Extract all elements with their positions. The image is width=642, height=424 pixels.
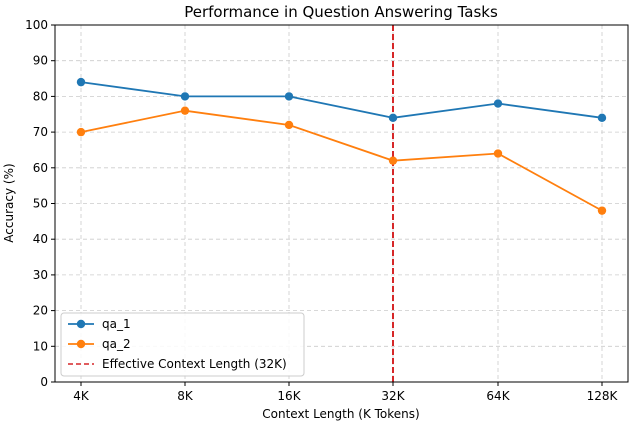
series-line-qa_1 (80, 81, 603, 119)
series-line-qa_2 (80, 109, 603, 212)
y-axis-label: Accuracy (%) (2, 163, 16, 242)
y-axis: 0 10 20 30 40 50 60 70 80 90 100 (25, 18, 55, 389)
y-tick-label: 90 (33, 54, 48, 68)
legend: qa_1 qa_2 Effective Context Length (32K) (60, 312, 305, 377)
legend-label: qa_1 (102, 317, 131, 331)
legend-label: qa_2 (102, 337, 131, 351)
x-axis-label: Context Length (K Tokens) (262, 407, 419, 421)
data-point-qa_1 (597, 113, 607, 123)
x-tick-label: 4K (73, 389, 90, 403)
legend-marker (76, 339, 86, 349)
x-tick-label: 16K (277, 389, 301, 403)
x-axis: 4K 8K 16K 32K 64K 128K (73, 382, 619, 403)
data-point-qa_1 (493, 99, 503, 108)
series-qa_1 (76, 77, 607, 123)
data-point-qa_2 (388, 156, 398, 165)
data-point-qa_2 (493, 149, 503, 158)
legend-box (60, 312, 305, 377)
x-tick-label: 8K (177, 389, 194, 403)
data-point-qa_1 (388, 113, 398, 123)
data-point-qa_1 (76, 77, 86, 87)
y-tick-label: 50 (33, 197, 48, 211)
y-tick-label: 20 (33, 304, 48, 318)
series-group (76, 77, 607, 215)
chart-title: Performance in Question Answering Tasks (184, 3, 498, 21)
y-tick-label: 0 (40, 375, 48, 389)
x-tick-label: 64K (486, 389, 510, 403)
legend-label: Effective Context Length (32K) (102, 357, 287, 371)
y-tick-label: 80 (33, 89, 48, 103)
series-qa_2 (76, 106, 607, 215)
y-tick-label: 100 (25, 18, 48, 32)
data-point-qa_2 (284, 120, 294, 130)
y-tick-label: 10 (33, 339, 48, 353)
data-point-qa_2 (76, 127, 86, 137)
x-tick-label: 128K (587, 389, 619, 403)
data-point-qa_2 (597, 206, 607, 215)
data-point-qa_1 (284, 92, 294, 101)
data-point-qa_2 (180, 106, 190, 115)
y-tick-label: 70 (33, 125, 48, 139)
y-tick-label: 40 (33, 232, 48, 246)
legend-marker (76, 319, 86, 329)
x-tick-label: 32K (381, 389, 405, 403)
y-tick-label: 60 (33, 161, 48, 175)
y-tick-label: 30 (33, 268, 48, 282)
data-point-qa_1 (180, 92, 190, 101)
